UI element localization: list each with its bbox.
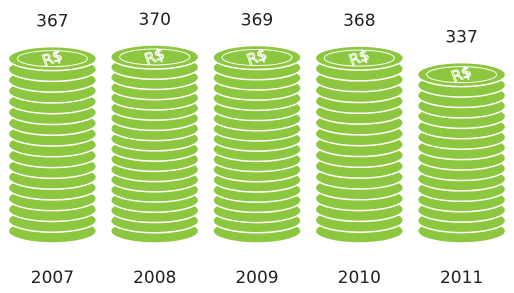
- value-label: 370: [138, 10, 170, 30]
- coin-stack: R$: [315, 46, 403, 243]
- coin-stack: R$: [8, 46, 96, 243]
- value-label: 368: [343, 11, 375, 31]
- coin-stack: R$: [111, 45, 199, 243]
- value-label: 367: [36, 12, 68, 32]
- value-label: 337: [445, 28, 477, 48]
- x-tick-label: 2009: [235, 268, 278, 288]
- coin-stack: R$: [418, 62, 506, 243]
- value-label: 369: [241, 11, 273, 31]
- x-tick-label: 2007: [31, 268, 74, 288]
- coin-stack: R$: [213, 45, 301, 243]
- x-tick-label: 2008: [133, 268, 176, 288]
- x-tick-label: 2010: [338, 268, 381, 288]
- x-tick-label: 2011: [440, 268, 483, 288]
- chart: R$ 367 2007 R$ 370 2008 R$ 369 2009 R$ 368 2010 R$ 33…: [0, 0, 514, 293]
